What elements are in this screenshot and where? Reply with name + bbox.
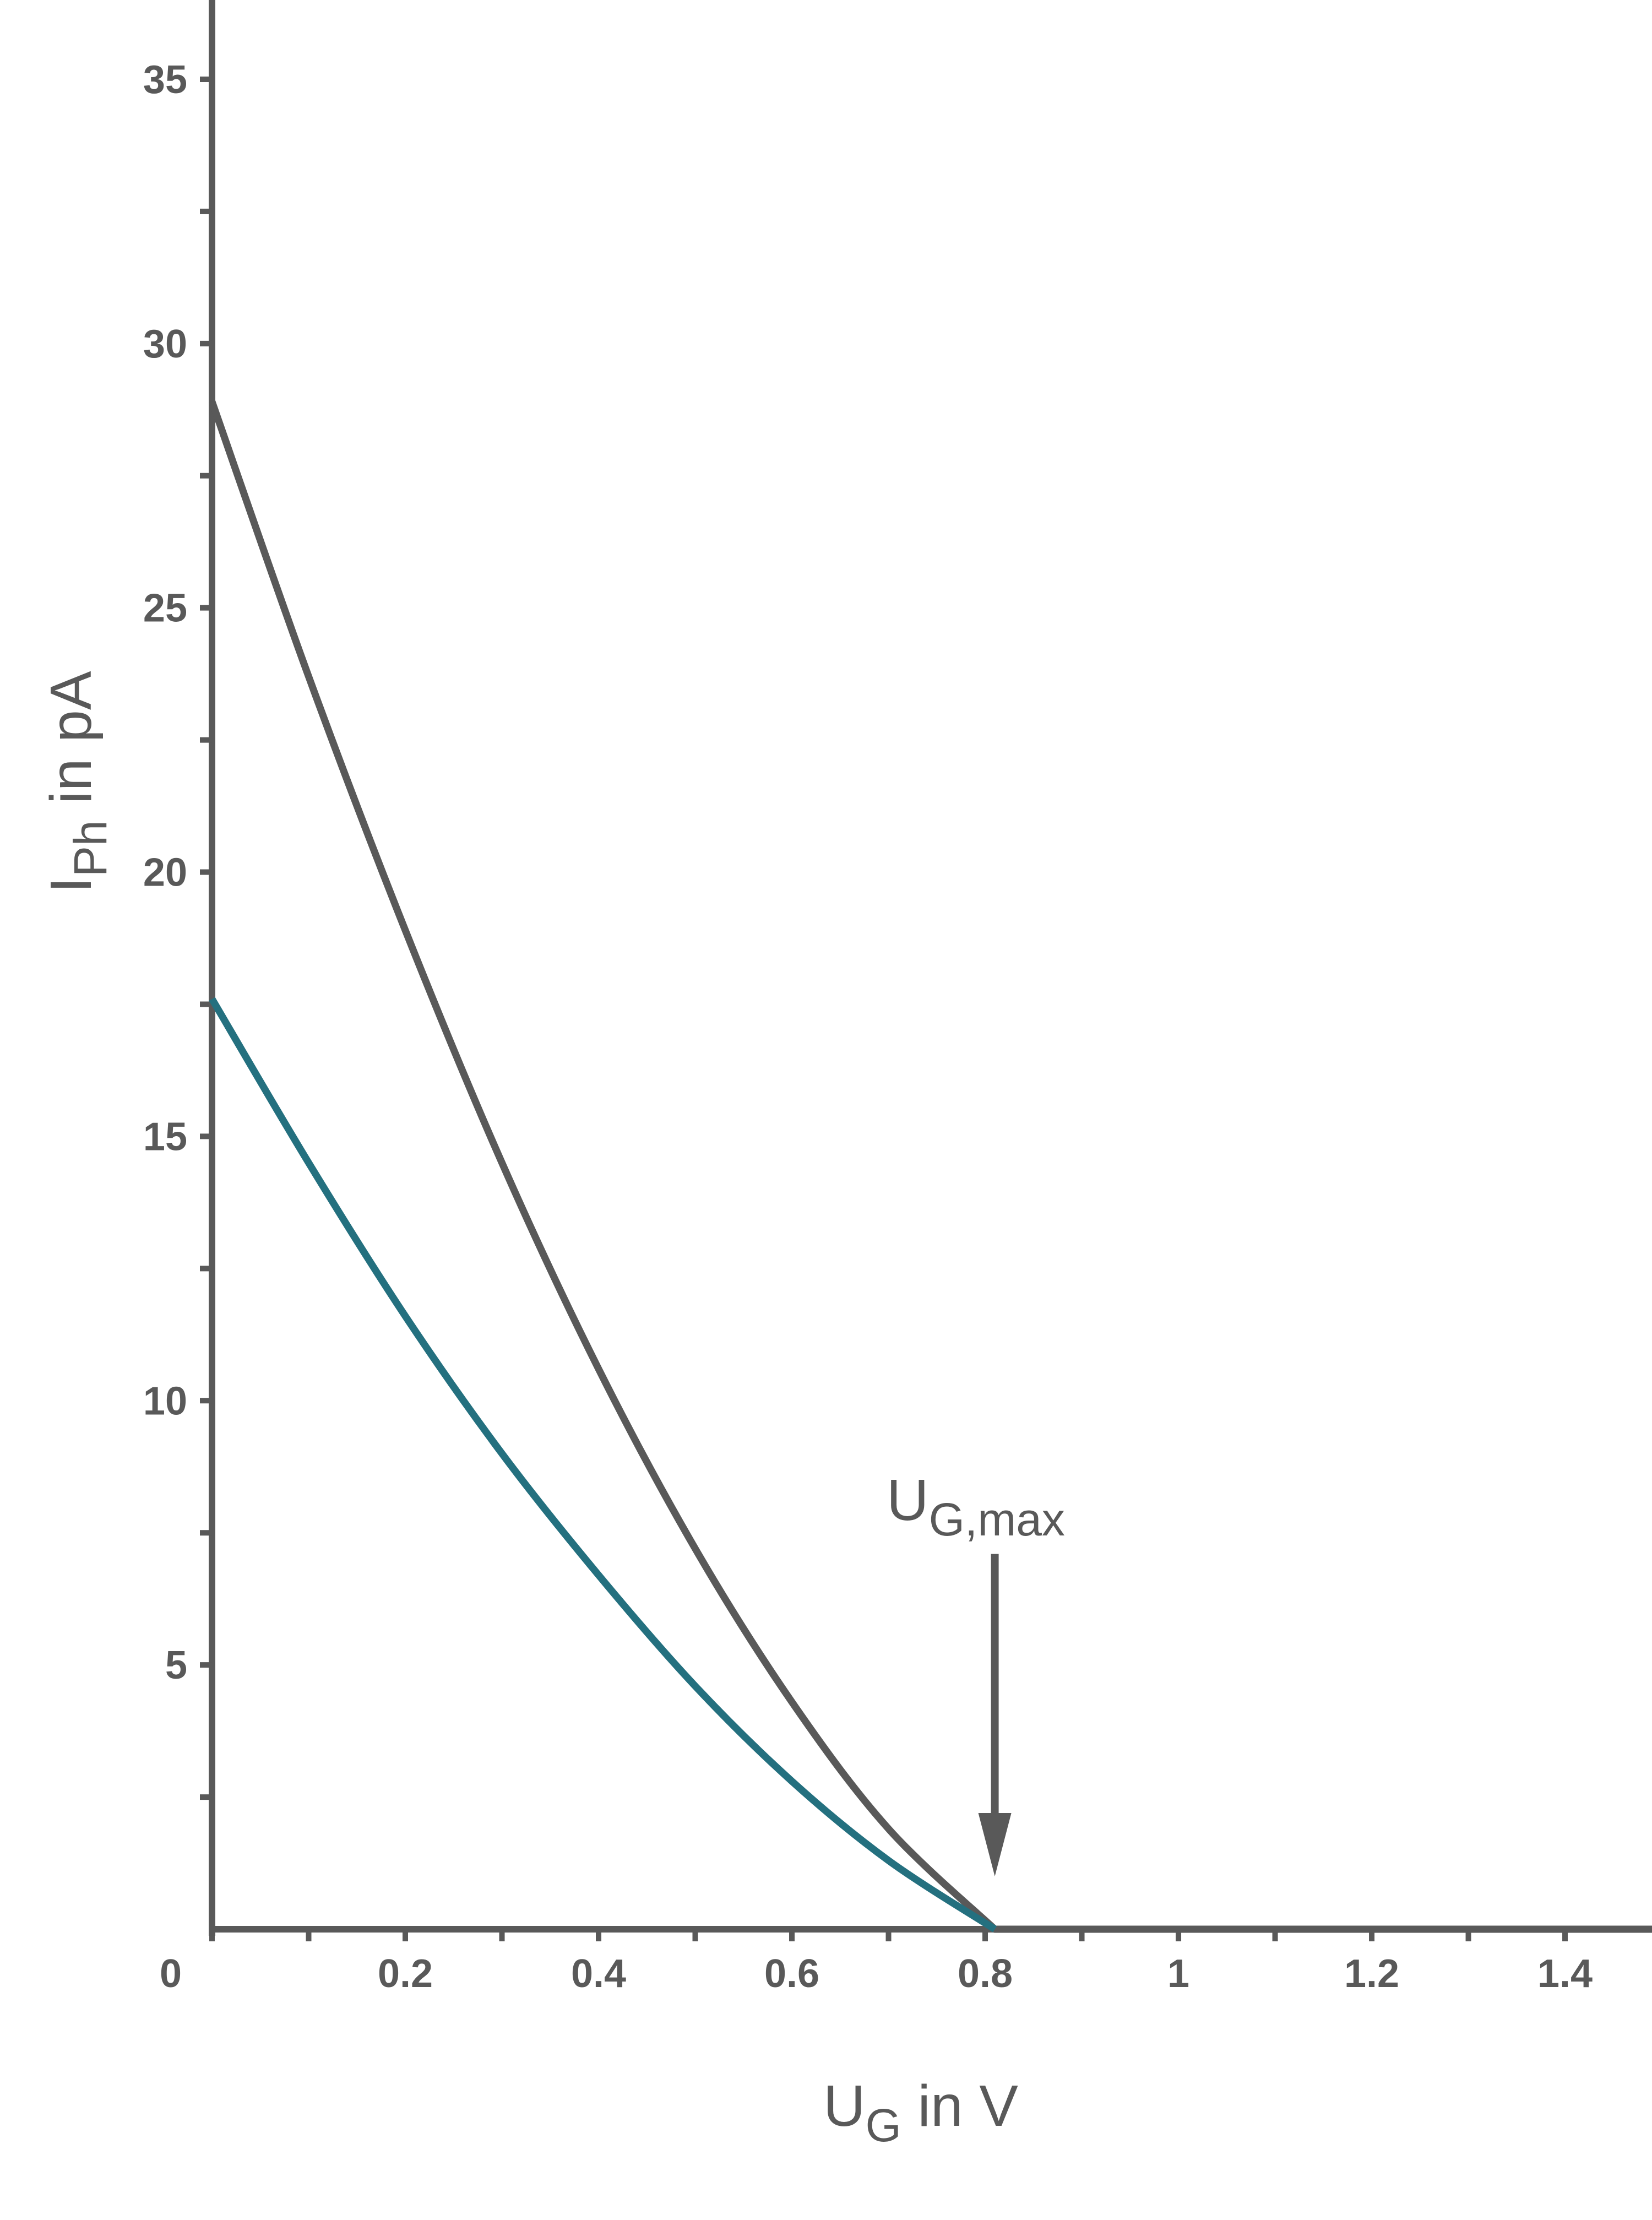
x-axis-title-rest: in V	[901, 2074, 1018, 2138]
y-tick-label: 5	[165, 1643, 187, 1687]
x-axis-title: UG in V	[823, 2074, 1018, 2151]
y-tick-label: 30	[143, 322, 187, 366]
ug-max-label-main: U	[887, 1468, 929, 1533]
y-tick-label: 10	[143, 1379, 187, 1423]
y-tick-label: 25	[143, 587, 187, 631]
y-axis-title-rest: in pA	[39, 671, 104, 820]
y-tick-label: 35	[143, 58, 187, 102]
x-tick-label: 1.2	[1344, 1952, 1399, 1996]
ticks-group: 0.2 0.4 0.6 0.8 1 1.2 1.4 5 10 15 20 25 30 35	[143, 58, 1593, 1996]
ug-max-label: UG,max	[887, 1468, 1065, 1545]
origin-label: 0	[160, 1952, 182, 1996]
x-axis-title-main: U	[823, 2074, 866, 2138]
series-line-1	[208, 400, 1652, 1933]
y-tick-label: 20	[143, 851, 187, 895]
series-group	[208, 400, 1652, 1933]
annotations-group	[978, 1554, 1012, 1877]
y-tick-label: 15	[143, 1115, 187, 1159]
x-tick-label: 0.4	[571, 1952, 626, 1996]
annotation-arrow-head	[978, 1813, 1012, 1877]
x-tick-label: 0.6	[764, 1952, 819, 1996]
x-tick-label: 1.4	[1537, 1952, 1593, 1996]
ug-max-label-sub: G,max	[929, 1494, 1065, 1545]
x-tick-label: 0.2	[378, 1952, 433, 1996]
y-axis-title-main: I	[39, 877, 104, 893]
series-line-2	[209, 997, 997, 1933]
y-axis-title: IPh in pA	[39, 671, 116, 893]
axes-group	[209, 0, 1652, 1936]
x-tick-label: 1	[1167, 1952, 1189, 1996]
x-tick-label: 0.8	[958, 1952, 1013, 1996]
y-axis-title-sub: Ph	[64, 820, 116, 877]
x-axis-title-sub: G	[866, 2099, 901, 2151]
